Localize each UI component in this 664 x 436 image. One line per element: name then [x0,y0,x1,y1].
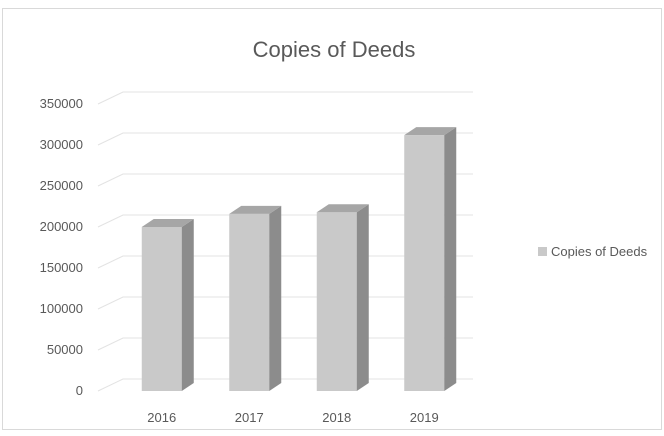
bar-side [356,204,369,391]
legend: Copies of Deeds [538,244,648,259]
y-tick-label: 100000 [40,301,83,316]
bar-front [404,135,445,391]
x-tick-label: 2017 [235,410,264,425]
chart-title: Copies of Deeds [253,37,416,62]
legend-label: Copies of Deeds [551,244,648,259]
gridlines [97,91,473,392]
y-tick-label: 150000 [40,260,83,275]
bar [141,219,194,391]
y-tick-label: 300000 [40,137,83,152]
bar-top [141,219,194,227]
y-tick-label: 50000 [47,342,83,357]
bar-front [316,212,357,391]
bar [316,204,369,391]
x-tick-label: 2016 [147,410,176,425]
x-tick-label: 2018 [322,410,351,425]
bar-front [229,213,270,391]
y-tick-label: 0 [76,383,83,398]
chart-frame: Copies of Deeds 0 50000 100000 150000 200000… [2,8,662,430]
gridline [97,132,473,146]
x-axis-tick-labels: 2016 2017 2018 2019 [147,410,438,425]
gridline [97,91,473,105]
bar-side [269,205,282,391]
bar [404,127,457,391]
bar-top [316,204,369,213]
bar-side [444,127,457,391]
x-tick-label: 2019 [410,410,439,425]
gridline [97,173,473,187]
bar-chart: Copies of Deeds 0 50000 100000 150000 200000… [40,37,648,425]
bars [141,127,457,391]
bar-side [181,219,194,391]
y-tick-label: 350000 [40,96,83,111]
bar-front [141,227,182,391]
bar-top [404,127,457,136]
y-tick-label: 250000 [40,178,83,193]
legend-swatch [538,247,547,256]
bar-top [229,205,282,214]
bar [229,205,282,391]
y-tick-label: 200000 [40,219,83,234]
y-axis-tick-labels: 0 50000 100000 150000 200000 250000 300000 3500… [40,96,83,398]
